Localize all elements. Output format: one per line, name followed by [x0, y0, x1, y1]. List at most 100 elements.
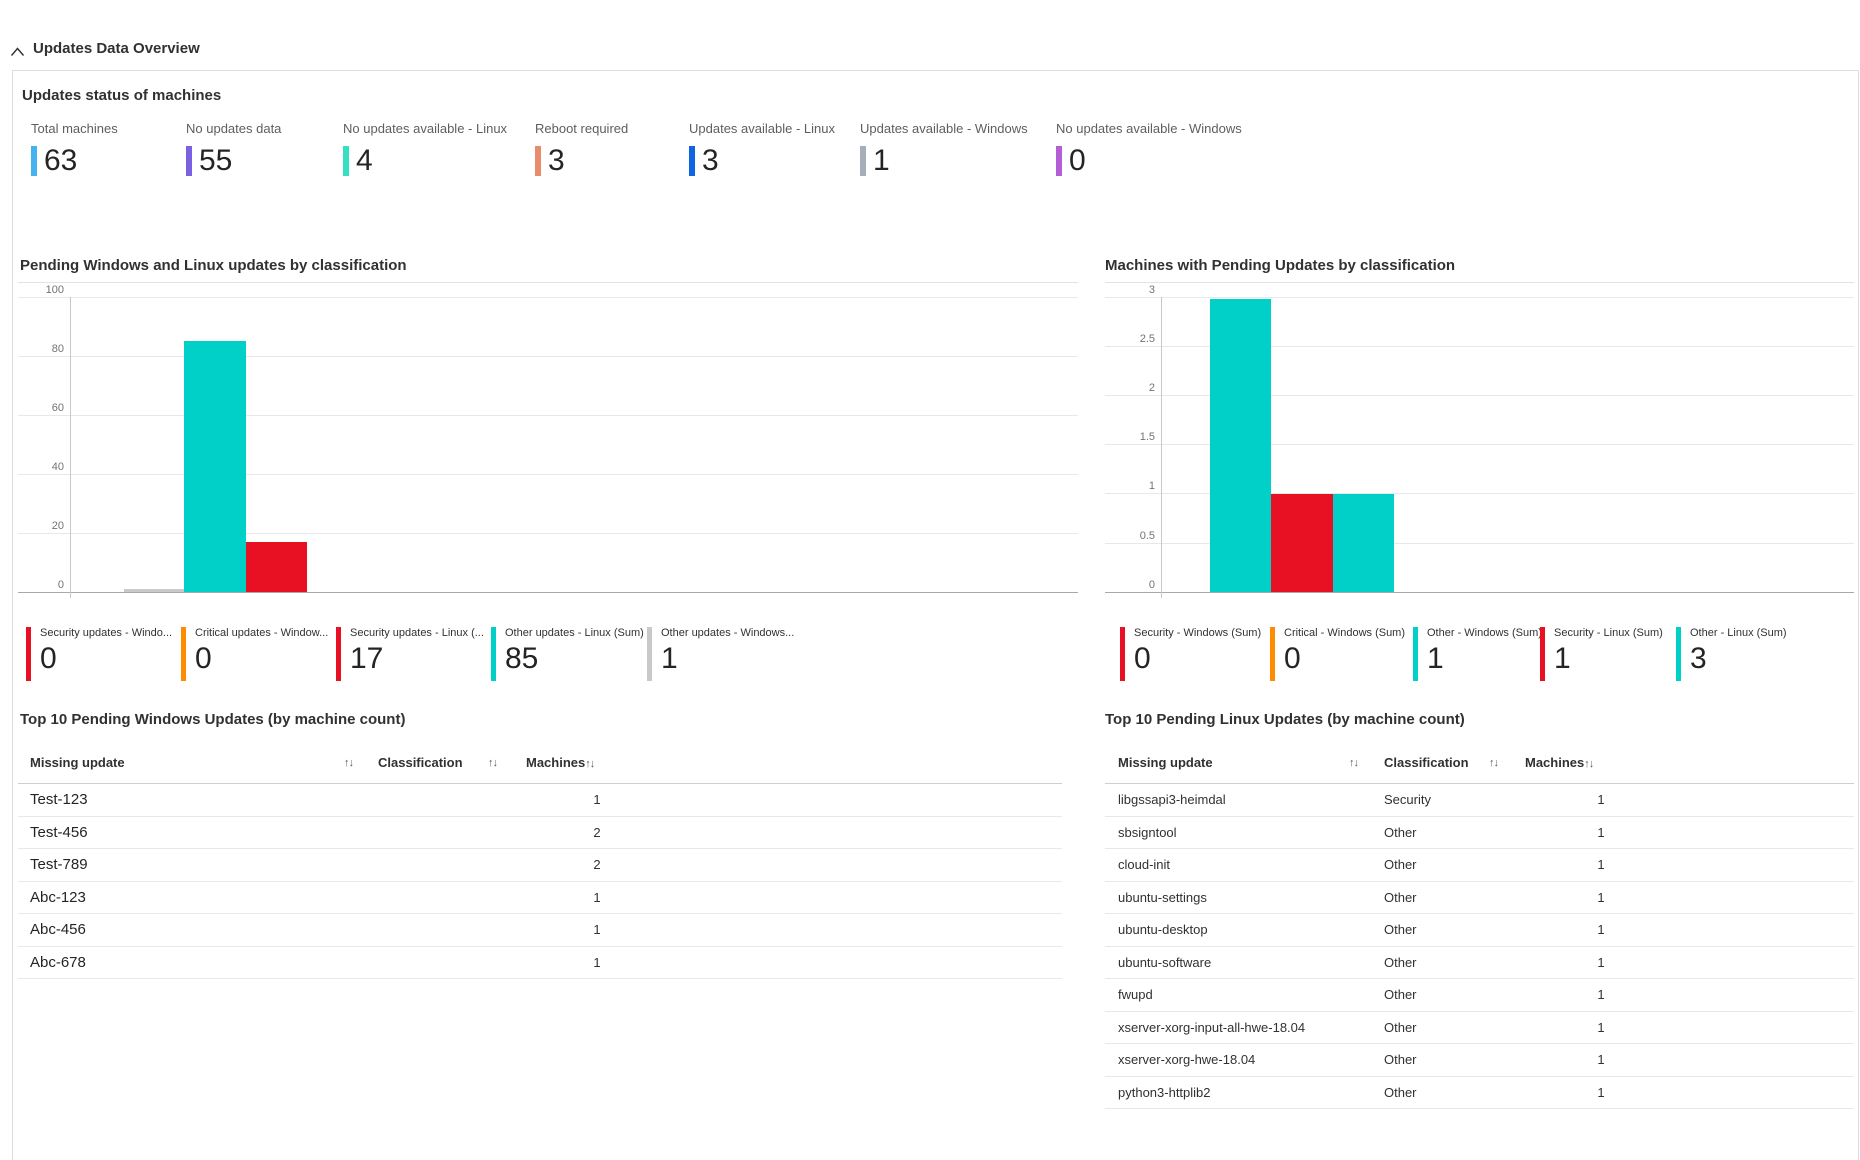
legend-value: 85 — [505, 642, 539, 675]
section-collapse-header[interactable]: Updates Data Overview — [10, 40, 200, 57]
table-row[interactable]: sbsigntool Other 1 — [1105, 817, 1854, 849]
legend-label: Other - Windows (Sum) — [1427, 627, 1542, 639]
y-axis-tick: 20 — [51, 520, 64, 532]
legend-color-bar — [491, 627, 496, 681]
table-row[interactable]: libgssapi3-heimdal Security 1 — [1105, 784, 1854, 817]
bar-security-updates-linux[interactable] — [246, 542, 307, 592]
legend-color-bar — [1120, 627, 1125, 681]
bar-other-windows[interactable] — [1333, 494, 1394, 592]
missing-update-cell: xserver-xorg-hwe-18.04 — [1118, 1052, 1256, 1068]
right-chart-top-border — [1105, 282, 1854, 283]
kpi-tile: Reboot required 3 — [535, 121, 628, 176]
table-row[interactable]: xserver-xorg-input-all-hwe-18.04 Other 1 — [1105, 1012, 1854, 1044]
machines-cell: 1 — [1597, 1052, 1605, 1068]
sort-icon[interactable]: ↑↓ — [585, 758, 595, 770]
kpi-color-bar — [1056, 146, 1062, 176]
table-row[interactable]: ubuntu-desktop Other 1 — [1105, 914, 1854, 947]
table-row[interactable]: xserver-xorg-hwe-18.04 Other 1 — [1105, 1044, 1854, 1077]
column-header-machines[interactable]: Machines↑↓ — [526, 755, 595, 770]
legend-tile: Other updates - Windows... 1 — [647, 627, 794, 681]
y-axis-tick: 0 — [57, 579, 64, 591]
gridline — [1105, 297, 1854, 298]
table-header-divider — [1105, 783, 1854, 784]
status-section-title: Updates status of machines — [22, 87, 222, 104]
legend-color-bar — [1413, 627, 1418, 681]
bar-other-linux[interactable] — [1210, 299, 1271, 592]
sort-icon[interactable]: ↑↓ — [1349, 757, 1359, 769]
machines-cell: 1 — [1597, 1084, 1605, 1100]
table-row[interactable]: Abc-678 1 — [18, 947, 1062, 979]
gridline — [1105, 346, 1854, 347]
machines-cell: 1 — [1597, 1019, 1605, 1035]
table-row[interactable]: Abc-456 1 — [18, 914, 1062, 947]
column-header-classification[interactable]: Classification — [378, 755, 463, 770]
kpi-label: Updates available - Linux — [689, 121, 835, 136]
chevron-up-icon[interactable] — [10, 44, 26, 56]
table-row[interactable]: cloud-init Other 1 — [1105, 849, 1854, 882]
x-axis-line — [1105, 592, 1854, 593]
gridline — [1105, 493, 1854, 494]
sort-icon[interactable]: ↑↓ — [1489, 757, 1499, 769]
machines-cell: 1 — [593, 792, 601, 808]
table-row[interactable]: Abc-123 1 — [18, 882, 1062, 914]
gridline — [18, 297, 1078, 298]
legend-tile: Security - Windows (Sum) 0 — [1120, 627, 1261, 681]
kpi-tile: Updates available - Linux 3 — [689, 121, 835, 176]
table-row[interactable]: ubuntu-settings Other 1 — [1105, 882, 1854, 914]
table-header-divider — [18, 783, 1062, 784]
right-chart-title: Machines with Pending Updates by classif… — [1105, 257, 1456, 274]
machines-cell: 2 — [593, 824, 601, 840]
missing-update-cell: ubuntu-settings — [1118, 889, 1207, 905]
y-axis-tick: 80 — [51, 343, 64, 355]
y-axis-tick: 1.5 — [1139, 431, 1155, 443]
x-axis-line — [18, 592, 1078, 593]
bar-security-linux[interactable] — [1271, 494, 1333, 592]
classification-cell: Other — [1384, 1052, 1417, 1068]
classification-cell: Other — [1384, 954, 1417, 970]
legend-label: Other updates - Windows... — [661, 627, 795, 639]
sort-icon[interactable]: ↑↓ — [488, 757, 498, 769]
table-row[interactable]: fwupd Other 1 — [1105, 979, 1854, 1012]
column-header-missing-update[interactable]: Missing update — [1118, 755, 1213, 770]
kpi-label: No updates data — [186, 121, 282, 136]
y-axis-tick: 3 — [1148, 284, 1155, 296]
machines-cell: 1 — [593, 889, 601, 905]
machines-cell: 1 — [1597, 824, 1605, 840]
y-axis-tick: 2.5 — [1139, 333, 1155, 345]
table-row[interactable]: Test-456 2 — [18, 817, 1062, 849]
left-chart-title: Pending Windows and Linux updates by cla… — [20, 257, 407, 274]
missing-update-cell: sbsigntool — [1118, 824, 1177, 840]
machines-cell: 1 — [1597, 792, 1605, 808]
missing-update-cell: Abc-456 — [30, 921, 86, 939]
y-axis-tick: 0.5 — [1139, 530, 1155, 542]
kpi-tile: Total machines 63 — [31, 121, 118, 176]
missing-update-cell: Abc-678 — [30, 953, 86, 971]
table-row[interactable]: Test-789 2 — [18, 849, 1062, 882]
y-axis-tick: 40 — [51, 461, 64, 473]
bar-other-updates-windows[interactable] — [124, 589, 184, 592]
y-axis-line — [70, 297, 71, 598]
table-row[interactable]: python3-httplib2 Other 1 — [1105, 1077, 1854, 1109]
bar-other-updates-linux[interactable] — [184, 341, 246, 592]
column-header-classification[interactable]: Classification — [1384, 755, 1469, 770]
table-row[interactable]: Test-123 1 — [18, 784, 1062, 817]
kpi-color-bar — [689, 146, 695, 176]
sort-icon[interactable]: ↑↓ — [344, 757, 354, 769]
legend-value: 0 — [1134, 642, 1151, 675]
gridline — [18, 533, 1078, 534]
classification-cell: Security — [1384, 792, 1431, 808]
kpi-value: 0 — [1069, 144, 1086, 177]
legend-label: Other updates - Linux (Sum) — [505, 627, 644, 639]
windows-updates-table: Test-123 1 Test-456 2 Test-789 2 Abc-123… — [18, 784, 1062, 979]
kpi-tile: Updates available - Windows 1 — [860, 121, 1028, 176]
legend-label: Critical - Windows (Sum) — [1284, 627, 1406, 639]
y-axis-tick: 1 — [1148, 480, 1155, 492]
kpi-color-bar — [535, 146, 541, 176]
sort-icon[interactable]: ↑↓ — [1584, 758, 1594, 770]
column-header-missing-update[interactable]: Missing update — [30, 755, 125, 770]
kpi-label: No updates available - Linux — [343, 121, 508, 136]
table-row[interactable]: ubuntu-software Other 1 — [1105, 947, 1854, 979]
legend-value: 0 — [195, 642, 212, 675]
missing-update-cell: Test-789 — [30, 856, 88, 874]
column-header-machines[interactable]: Machines↑↓ — [1525, 755, 1594, 770]
